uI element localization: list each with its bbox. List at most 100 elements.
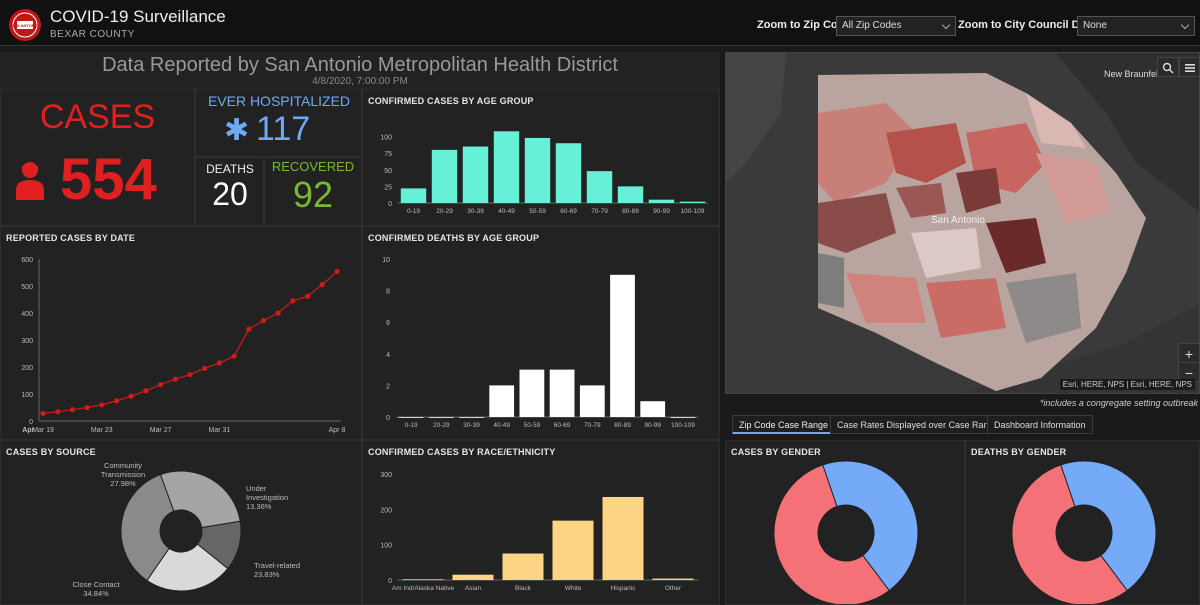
bar [652, 578, 694, 580]
race-chart-panel: CONFIRMED CASES BY RACE/ETHNICITY 0 100 20… [362, 440, 720, 605]
logo-text: SAN ANTONIO [11, 23, 39, 28]
bar [617, 186, 644, 203]
x-tick-label: White [565, 585, 582, 592]
chevron-down-icon [941, 20, 951, 30]
date-line-chart: 0 100 200 300 400 500 600 Mar 19 Mar 23 Mar 27 Mar… [21, 257, 345, 434]
x-tick-label: 20-29 [436, 208, 453, 215]
source-chart-panel: CASES BY SOURCE Community Transmission 27.… [0, 440, 362, 605]
recovered-value: 92 [292, 174, 334, 215]
x-tick-label: 100-109 [671, 422, 695, 429]
y-tick-label: 500 [21, 284, 33, 291]
hospitalized-label: EVER HOSPITALIZED [207, 93, 351, 109]
data-point [334, 268, 340, 275]
zoom-out-button[interactable]: − [1178, 362, 1199, 382]
x-tick-label: Black [515, 585, 532, 592]
y-tick-label: 4 [386, 352, 390, 359]
y-tick-label: 600 [21, 257, 33, 264]
x-tick-label: Hispanic [611, 585, 637, 592]
y-tick-label: 100 [380, 135, 392, 142]
gender-cases-donut [773, 460, 919, 604]
slice-label: Travel-related [254, 561, 300, 570]
bar [679, 201, 706, 203]
slice [1060, 460, 1157, 592]
app-title: COVID-19 Surveillance [50, 7, 226, 26]
x-tick-label: 70-79 [591, 208, 608, 215]
data-point [305, 293, 311, 299]
slice-label: Under Investigation [246, 484, 288, 502]
bar [670, 417, 696, 418]
bar [493, 131, 520, 203]
y-tick-label: 8 [386, 289, 390, 296]
report-date: 4/8/2020, 7:00:00 PM [312, 76, 408, 87]
y-tick-label: 400 [21, 311, 33, 318]
data-point [231, 353, 237, 359]
map-footnote: *includes a congregate setting outbreak [1039, 398, 1198, 408]
y-tick-label: 0 [29, 419, 33, 426]
x-tick-label: 80-89 [622, 208, 639, 215]
tab-dashboard-information[interactable]: Dashboard Information [987, 415, 1093, 434]
data-point [202, 365, 208, 371]
zip-filter-label: Zoom to Zip Code [757, 19, 851, 31]
y-tick-label: 200 [380, 507, 392, 514]
bar [610, 274, 635, 417]
slice-value-label: 34.84% [83, 589, 109, 598]
x-tick-label: 50-59 [524, 422, 541, 429]
date-chart-panel: REPORTED CASES BY DATE 0 100 200 300 400 500 6… [0, 226, 362, 440]
zip-code-map[interactable]: San Antonio New Braunfels + − Esri, HERE… [725, 52, 1200, 394]
data-point [128, 393, 134, 399]
x-tick-label: 90-99 [653, 208, 670, 215]
x-tick-label: 100-109 [681, 208, 705, 215]
council-filter-label: Zoom to City Council District [958, 19, 1110, 31]
data-point [99, 402, 105, 408]
zip-code-select[interactable]: All Zip Codes [836, 16, 956, 36]
gender-deaths-title: DEATHS BY GENDER [971, 447, 1067, 457]
y-tick-label: 10 [382, 257, 390, 264]
cases-indicator [0, 89, 195, 226]
zoom-in-button[interactable]: + [1178, 343, 1199, 363]
tab-case-rates[interactable]: Case Rates Displayed over Case Ranges [830, 415, 1011, 434]
cases-value: 554 [60, 147, 157, 212]
list-icon[interactable] [1179, 57, 1199, 77]
x-tick-label: 30-39 [463, 422, 480, 429]
bar [519, 369, 545, 417]
data-point [216, 360, 222, 366]
bar [579, 385, 605, 417]
map-town-label: New Braunfels [1104, 69, 1163, 79]
cases-label: CASES [39, 98, 156, 136]
x-tick-label: Mar 23 [91, 427, 113, 434]
y-tick-label: 0 [388, 201, 392, 208]
slice-value-label: 27.98% [110, 479, 136, 488]
map-attribution: Esri, HERE, NPS | Esri, HERE, NPS [1059, 379, 1195, 390]
data-point [55, 409, 61, 415]
slice [1011, 464, 1128, 604]
bar [502, 553, 544, 580]
x-tick-label: 40-49 [493, 422, 510, 429]
x-tick-label: 60-69 [560, 208, 577, 215]
deaths-indicator [195, 157, 264, 226]
slice [773, 464, 890, 604]
x-tick-label: Mar 19 [32, 427, 54, 434]
bar [555, 143, 582, 203]
search-icon[interactable] [1157, 57, 1179, 77]
x-tick-label: Am Ind/Alaska Native [392, 585, 455, 592]
bar [524, 137, 551, 203]
age-chart-panel: CONFIRMED CASES BY AGE GROUP 0 25 50 75 100 0… [362, 89, 720, 226]
tab-zip-code-case-range[interactable]: Zip Code Case Range [732, 415, 836, 434]
data-point [260, 317, 267, 324]
data-point [143, 388, 149, 394]
bar [602, 496, 644, 580]
x-tick-label: 40-49 [498, 208, 515, 215]
gender-deaths-panel: DEATHS BY GENDER [965, 440, 1200, 605]
x-tick-label: 20-29 [433, 422, 450, 429]
page-title: Data Reported by San Antonio Metropolita… [102, 54, 618, 76]
map-canvas[interactable]: San Antonio New Braunfels [726, 53, 1200, 394]
slice [120, 473, 175, 582]
slice-label: Close Contact [72, 580, 120, 589]
council-district-select[interactable]: None [1077, 16, 1195, 36]
y-tick-label: 200 [21, 365, 33, 372]
y-tick-label: 100 [21, 392, 33, 399]
x-tick-label: 30-39 [467, 208, 484, 215]
slice-label: Community Transmission [101, 461, 145, 479]
